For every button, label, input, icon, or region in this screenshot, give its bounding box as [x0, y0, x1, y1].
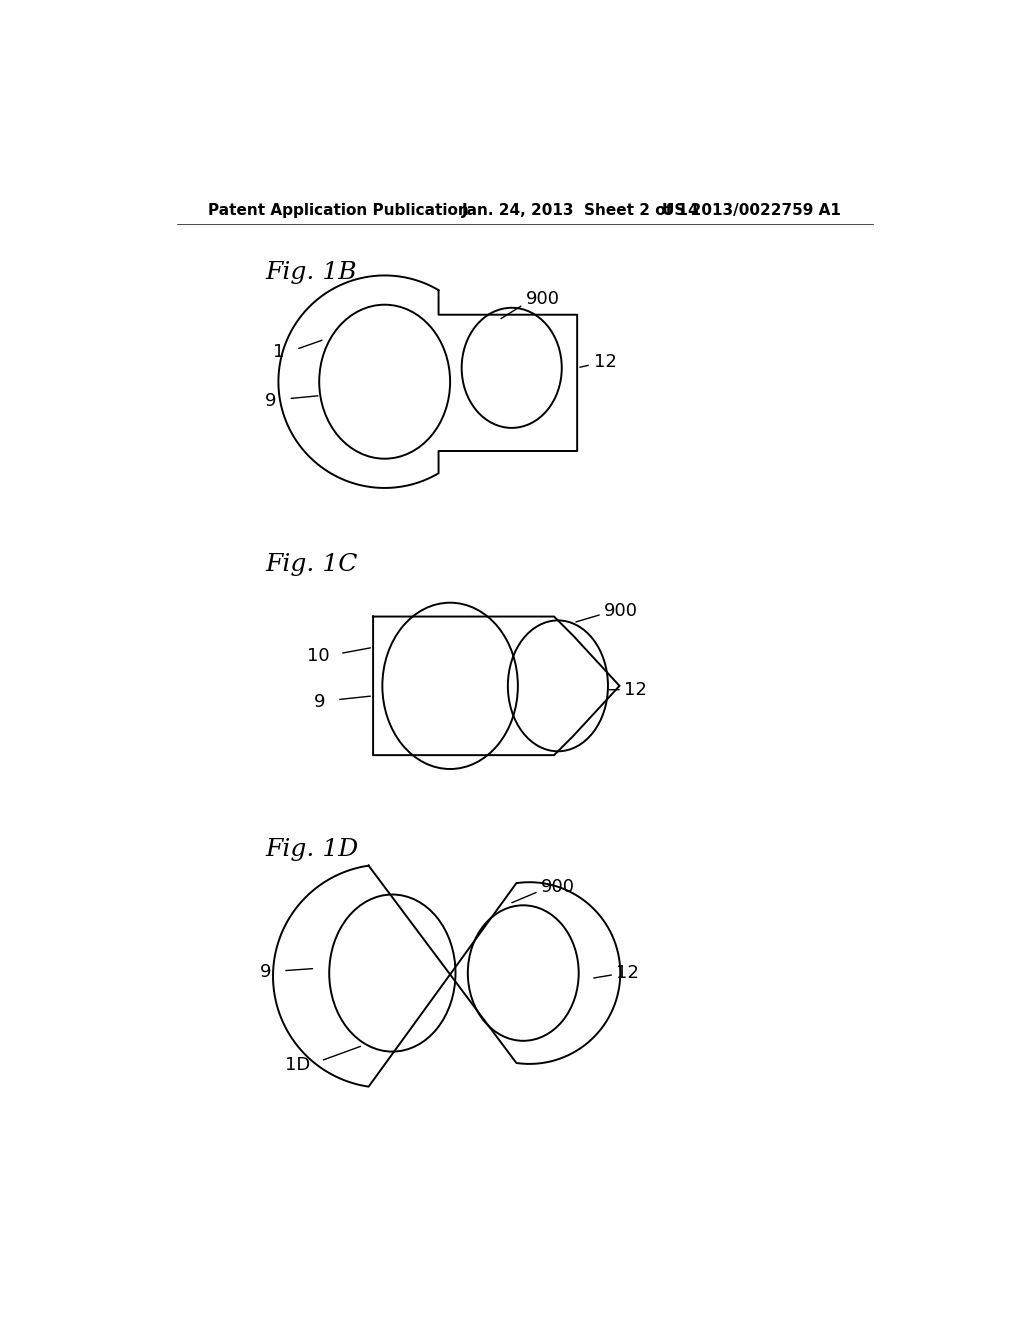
Text: 900: 900 — [525, 289, 559, 308]
Text: 10: 10 — [306, 647, 330, 665]
Text: 1: 1 — [273, 343, 285, 362]
Text: 12: 12 — [625, 681, 647, 698]
Text: Patent Application Publication: Patent Application Publication — [208, 203, 468, 218]
Text: Fig. 1B: Fig. 1B — [265, 261, 357, 284]
Text: 900: 900 — [541, 878, 574, 896]
Text: 9: 9 — [314, 693, 326, 711]
Text: 1D: 1D — [285, 1056, 310, 1074]
Text: 12: 12 — [616, 964, 639, 982]
Text: US 2013/0022759 A1: US 2013/0022759 A1 — [662, 203, 841, 218]
Text: 9: 9 — [260, 964, 271, 981]
Text: 12: 12 — [594, 354, 617, 371]
Text: 900: 900 — [604, 602, 638, 620]
Text: 9: 9 — [265, 392, 276, 411]
Text: Jan. 24, 2013  Sheet 2 of 14: Jan. 24, 2013 Sheet 2 of 14 — [462, 203, 699, 218]
Text: Fig. 1C: Fig. 1C — [265, 553, 357, 577]
Text: Fig. 1D: Fig. 1D — [265, 838, 358, 862]
